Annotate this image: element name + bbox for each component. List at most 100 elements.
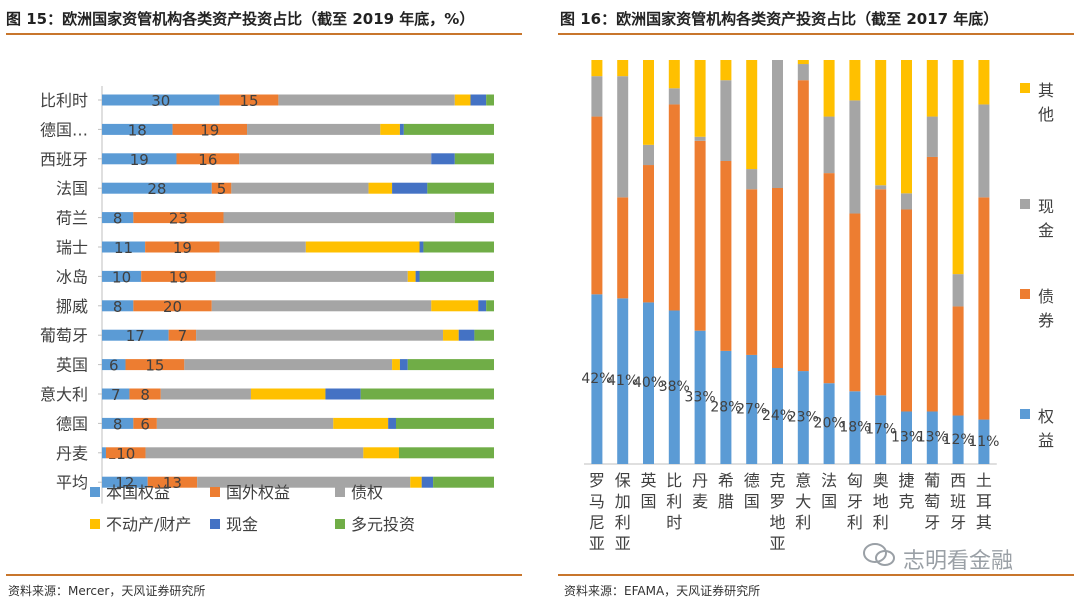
legend-label: 券	[1038, 311, 1054, 330]
bar-segment	[211, 300, 432, 312]
data-label: 20%	[814, 416, 845, 432]
wechat-icon	[862, 542, 896, 574]
bar-segment	[102, 212, 134, 224]
column-segment	[823, 173, 835, 384]
column-segment	[926, 60, 938, 117]
column-segment	[797, 80, 809, 372]
category-label: 葡萄牙	[40, 326, 88, 345]
column-segment	[694, 330, 706, 464]
category-label: 牙	[924, 513, 940, 532]
data-label: 33%	[685, 389, 716, 405]
category-label: 丹麦	[56, 444, 88, 463]
bar-segment	[407, 270, 416, 282]
left-title-rule	[6, 33, 522, 35]
legend-label: 他	[1038, 105, 1054, 124]
category-label: 德国…	[40, 120, 88, 139]
column-segment	[746, 169, 758, 190]
category-label: 亚	[769, 534, 785, 553]
data-label: 16	[198, 151, 217, 169]
column-segment	[823, 383, 835, 464]
bar-segment	[133, 212, 224, 224]
category-label: 克	[769, 471, 785, 490]
category-label: 地	[769, 513, 785, 532]
bar-segment	[454, 94, 471, 106]
bar-segment	[458, 329, 475, 341]
column-segment	[797, 64, 809, 81]
data-label: 12%	[943, 432, 974, 448]
data-label: 42%	[581, 371, 612, 387]
bar-segment	[102, 270, 142, 282]
category-label: 瑞士	[56, 238, 88, 257]
bar-segment	[172, 123, 248, 135]
bar-segment	[433, 476, 494, 488]
bar-segment	[443, 329, 459, 341]
right-chart: 42%罗马尼亚41%保加利亚40%英国38%比利时33%丹麦28%希腊27%德国…	[581, 60, 1054, 553]
legend-label: 益	[1038, 431, 1054, 450]
category-label: 国	[821, 492, 837, 511]
bar-segment	[145, 447, 364, 459]
bar-segment	[392, 182, 428, 194]
bar-segment	[410, 476, 422, 488]
column-segment	[720, 60, 732, 81]
bar-segment	[478, 300, 487, 312]
column-segment	[720, 350, 732, 464]
column-segment	[694, 140, 706, 331]
category-label: 国	[640, 492, 656, 511]
bar-segment	[427, 182, 494, 194]
data-label: 8	[113, 298, 123, 316]
column-segment	[849, 60, 861, 101]
bar-segment	[415, 270, 420, 282]
category-label: 冰岛	[56, 267, 88, 286]
category-label: 德	[744, 471, 760, 490]
bar-segment	[133, 300, 212, 312]
category-label: 意	[795, 471, 811, 490]
column-segment	[952, 306, 964, 416]
data-label: 19	[169, 268, 188, 286]
legend-swatch	[1020, 289, 1030, 299]
column-segment	[926, 116, 938, 157]
legend-label: 金	[1038, 221, 1054, 240]
data-label: 11	[114, 239, 133, 257]
data-label: 30	[151, 92, 170, 110]
category-label: 英	[640, 471, 656, 490]
bar-segment	[102, 388, 130, 400]
bar-segment	[360, 388, 494, 400]
bar-segment	[486, 94, 494, 106]
column-segment	[875, 189, 887, 396]
column-segment	[823, 60, 835, 117]
category-label: 加	[615, 492, 631, 511]
column-segment	[746, 60, 758, 170]
column-segment	[823, 116, 835, 174]
category-label: 班	[950, 492, 966, 511]
data-label: 6	[140, 415, 150, 433]
category-label: 西班牙	[40, 150, 88, 169]
category-label: 比	[666, 471, 682, 490]
column-segment	[643, 60, 654, 145]
column-segment	[875, 395, 887, 464]
bar-segment	[247, 123, 381, 135]
bar-segment	[421, 476, 434, 488]
bar-segment	[398, 447, 494, 459]
data-label: 15	[145, 357, 164, 375]
column-segment	[875, 60, 887, 186]
bar-segment	[176, 153, 240, 165]
bar-segment	[363, 447, 399, 459]
bar-segment	[102, 447, 106, 459]
column-segment	[797, 371, 809, 464]
right-source: 资料来源：EFAMA，天风证券研究所	[564, 584, 761, 598]
right-chart-title: 图 16：欧洲国家资管机构各类资产投资占比（截至 2017 年底）	[560, 10, 999, 28]
legend-label: 不动产/财产	[106, 515, 191, 534]
column-segment	[875, 185, 887, 190]
data-label: 10	[112, 268, 131, 286]
legend-label: 其	[1038, 81, 1054, 100]
watermark: 志明看金融	[862, 542, 1013, 575]
data-label: 40%	[633, 375, 664, 391]
bar-segment	[184, 359, 393, 371]
column-segment	[746, 354, 758, 464]
category-label: 比利时	[40, 91, 88, 110]
bar-segment	[231, 182, 369, 194]
bar-segment	[250, 388, 326, 400]
category-label: 牙	[847, 492, 863, 511]
data-label: 7	[111, 386, 121, 404]
category-label: 地	[873, 492, 889, 511]
